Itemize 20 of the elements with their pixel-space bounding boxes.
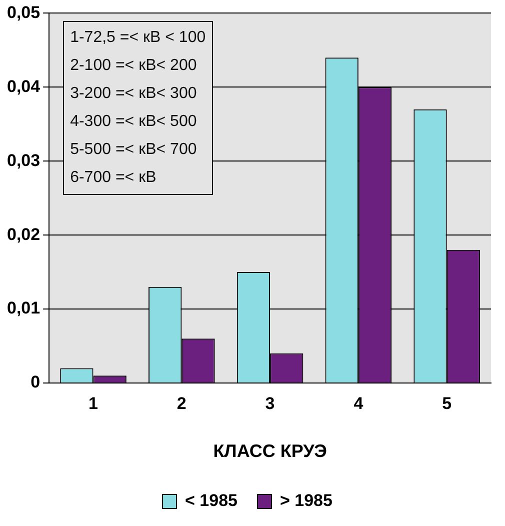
legend-label: < 1985 [185, 491, 238, 510]
annotation: 2-100 =< кВ< 200 [70, 56, 198, 76]
legend-label: > 1985 [280, 491, 332, 510]
y-tick-label: 0,04 [6, 76, 41, 96]
y-tick-label: 0 [30, 372, 40, 392]
annotation: 4-300 =< кВ< 500 [70, 112, 198, 132]
y-tick-label: 0,03 [6, 150, 40, 170]
x-tick-label: 4 [354, 394, 364, 413]
y-tick-label: 0,02 [6, 224, 40, 244]
annotation: 6-700 =< кВ [70, 168, 158, 188]
x-tick-label: 1 [88, 394, 98, 413]
x-tick-label: 3 [265, 394, 275, 413]
y-tick-label: 0,01 [6, 298, 40, 318]
annotation: 3-200 =< кВ< 300 [70, 84, 198, 104]
annotation: 1-72,5 =< кВ < 100 [70, 28, 206, 48]
x-tick-label: 5 [442, 394, 452, 413]
x-tick-label: 2 [176, 394, 186, 413]
x-axis-title: КЛАСС КРУЭ [213, 441, 328, 462]
annotation: 5-500 =< кВ< 700 [70, 140, 198, 160]
y-tick-label: 0,05 [6, 2, 40, 22]
